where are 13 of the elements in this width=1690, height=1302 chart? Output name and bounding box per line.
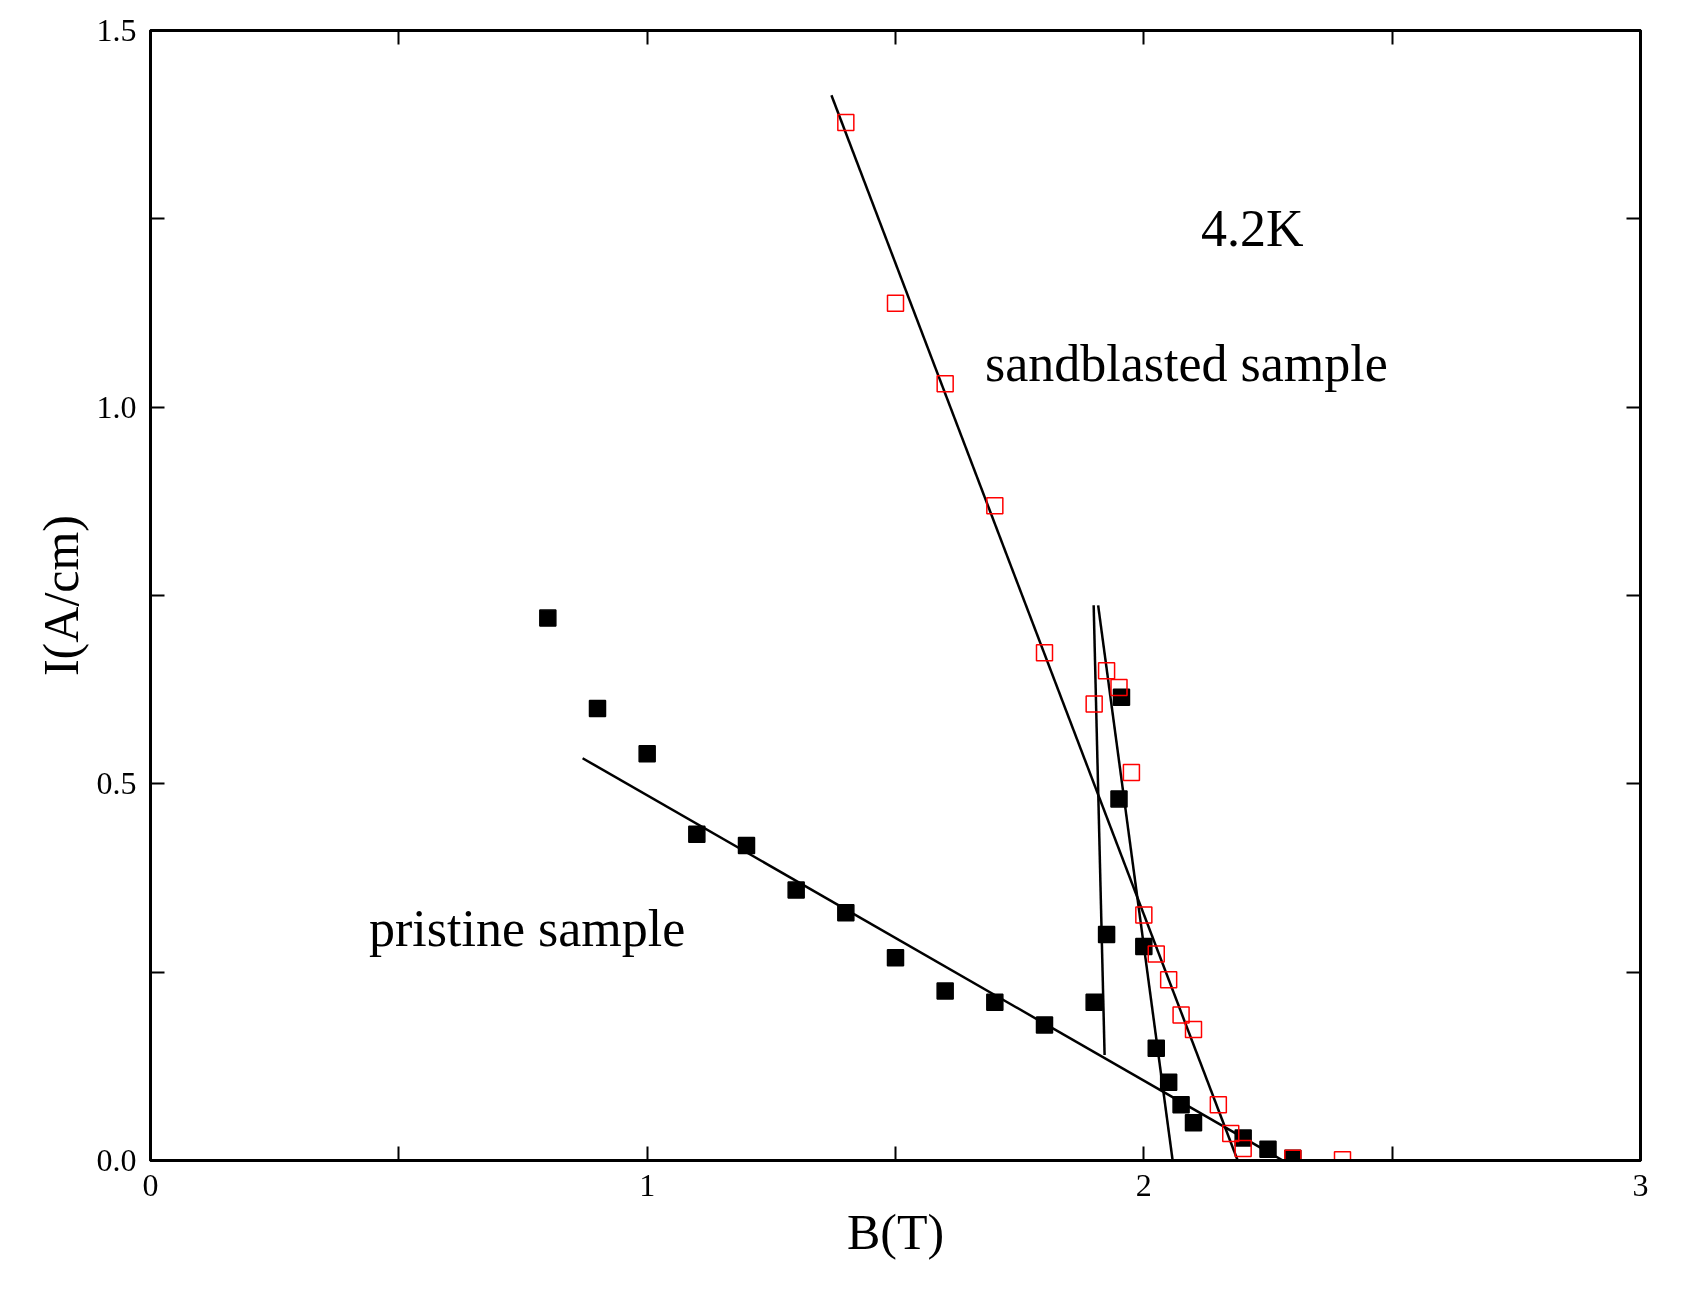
y-tick-label: 1.5	[96, 12, 137, 48]
y-tick-label: 0.5	[96, 765, 137, 802]
x-tick-label: 2	[1135, 1166, 1152, 1203]
y-tick-label: 0.0	[96, 1142, 137, 1178]
annotation: 4.2K	[1200, 199, 1304, 257]
x-tick-label: 0	[142, 1166, 159, 1203]
series-label: sandblasted sample	[984, 335, 1388, 393]
y-axis-title: I(A/cm)	[32, 514, 89, 677]
series-label: pristine sample	[369, 900, 686, 958]
x-axis-title: B(T)	[846, 1203, 945, 1260]
x-tick-label: 1	[639, 1166, 656, 1203]
y-tick-label: 1.0	[96, 388, 137, 425]
x-tick-label: 3	[1632, 1166, 1649, 1203]
